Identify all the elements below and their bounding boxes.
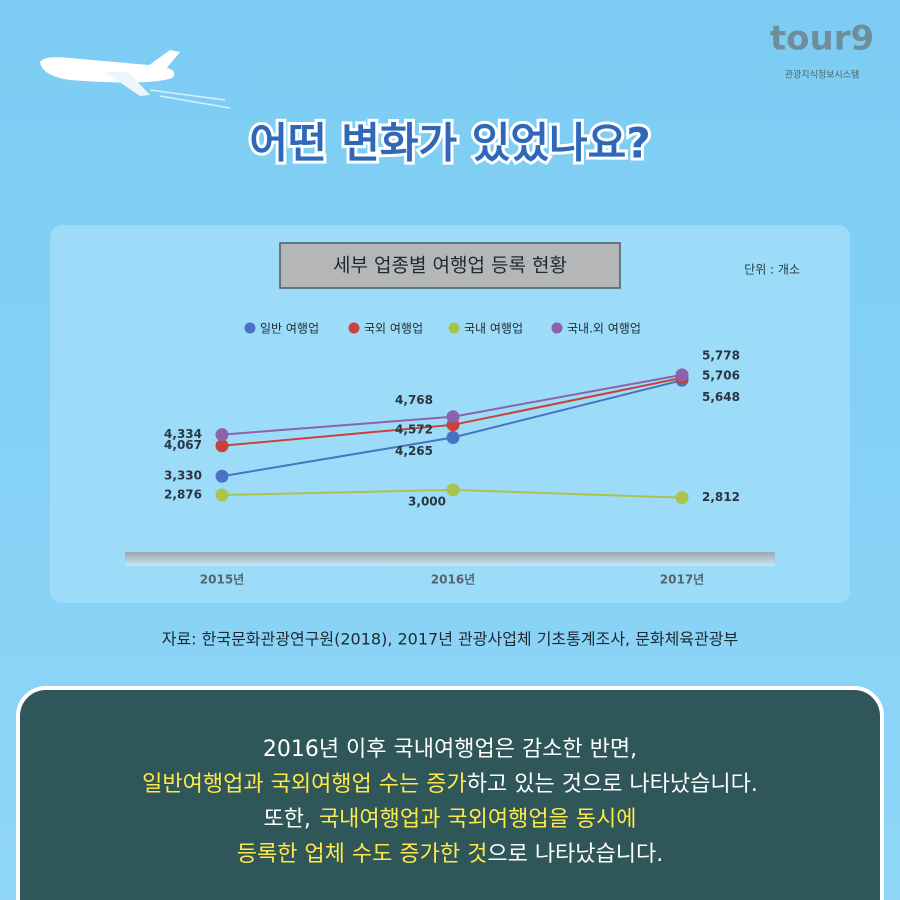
- data-point: [675, 368, 689, 382]
- chart-title-box: [279, 242, 621, 289]
- data-point: [446, 431, 460, 445]
- legend-label: 국내.외 여행업: [567, 321, 641, 336]
- data-point: [215, 439, 229, 453]
- x-tick-label: 2017년: [660, 573, 704, 587]
- data-label: 4,572: [395, 422, 433, 436]
- data-point: [215, 469, 229, 483]
- x-tick-label: 2015년: [200, 573, 244, 587]
- data-point: [215, 488, 229, 502]
- data-label: 3,000: [408, 494, 446, 508]
- message-highlight: 일반여행업과 국외여행업 수는 증가: [142, 772, 467, 797]
- data-label: 3,330: [164, 469, 202, 483]
- message-box: [16, 686, 884, 900]
- legend-label: 국외 여행업: [364, 321, 423, 336]
- x-tick-label: 2016년: [431, 573, 475, 587]
- x-axis-band: [125, 552, 775, 566]
- message-text: 으로 나타났습니다.: [487, 842, 663, 867]
- message-line: 또한, 국내여행업과 국외여행업을 동시에: [263, 807, 636, 832]
- logo-subtitle: 관광지식정보시스템: [785, 69, 860, 81]
- message: 2016년 이후 국내여행업은 감소한 반면, 일반여행업과 국외여행업 수는 …: [142, 737, 758, 867]
- data-label: 2,876: [164, 488, 202, 502]
- legend-swatch: [348, 322, 360, 334]
- data-point: [446, 410, 460, 424]
- legend-swatch: [448, 322, 460, 334]
- legend-swatch: [551, 322, 563, 334]
- source: 자료: 한국문화관광연구원(2018), 2017년 관광사업체 기초통계조사,…: [162, 630, 739, 649]
- chart-title: 세부 업종별 여행업 등록 현황: [333, 255, 567, 277]
- heading: 어떤 변화가 있었나요?: [249, 119, 650, 168]
- data-label: 5,648: [702, 390, 740, 404]
- data-label: 5,778: [702, 348, 740, 362]
- data-label: 4,334: [164, 427, 202, 441]
- legend-label: 일반 여행업: [260, 321, 319, 336]
- message-line: 2016년 이후 국내여행업은 감소한 반면,: [263, 737, 637, 762]
- message-text: 또한,: [263, 807, 310, 832]
- unit-label: 단위 : 개소: [744, 263, 800, 277]
- message-line: 일반여행업과 국외여행업 수는 증가하고 있는 것으로 나타났습니다.: [142, 772, 758, 797]
- message-highlight: 등록한 업체 수도 증가한 것: [237, 842, 488, 867]
- data-label: 2,812: [702, 490, 740, 504]
- data-label: 4,768: [395, 393, 433, 407]
- message-line: 등록한 업체 수도 증가한 것으로 나타났습니다.: [237, 842, 664, 867]
- data-point: [675, 491, 689, 505]
- message-highlight: 국내여행업과 국외여행업을 동시에: [319, 807, 637, 832]
- data-point: [446, 483, 460, 497]
- logo: tour9: [770, 19, 874, 59]
- airplane: [40, 50, 231, 109]
- data-label: 5,706: [702, 368, 740, 382]
- data-label: 4,067: [164, 438, 202, 452]
- legend-swatch: [244, 322, 256, 334]
- legend-label: 국내 여행업: [464, 321, 523, 336]
- message-text: 하고 있는 것으로 나타났습니다.: [467, 772, 758, 797]
- data-point: [215, 428, 229, 442]
- data-label: 4,265: [395, 444, 433, 458]
- message-text: 2016년 이후 국내여행업은 감소한 반면,: [263, 737, 637, 762]
